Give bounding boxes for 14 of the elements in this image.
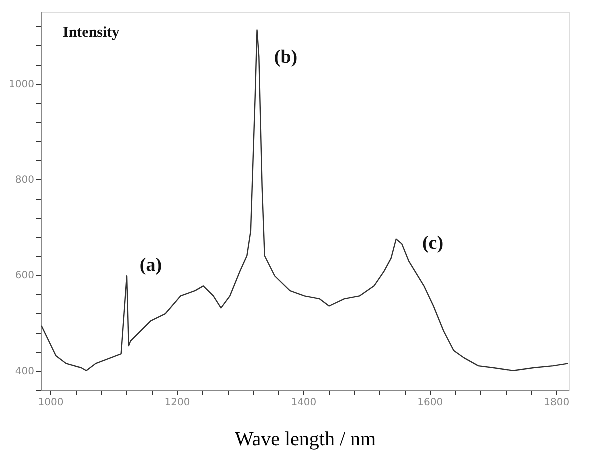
x-tick-label: 1400 [291,398,317,408]
x-tick-label: 1600 [418,398,444,408]
annotation: (a) [140,255,162,276]
annotation: (b) [274,47,298,68]
y-tick-label: 400 [15,366,34,378]
annotation: (c) [422,233,444,254]
y-axis-title: Intensity [63,25,120,41]
y-tick-label: 600 [15,270,34,282]
y-tick-label: 1000 [9,79,34,90]
x-tick-label: 1800 [544,398,570,408]
x-axis-title: Wave length / nm [234,428,377,450]
x-tick-label: 1000 [38,398,64,408]
y-tick-label: 800 [15,174,34,186]
x-tick-label: 1200 [164,398,190,408]
